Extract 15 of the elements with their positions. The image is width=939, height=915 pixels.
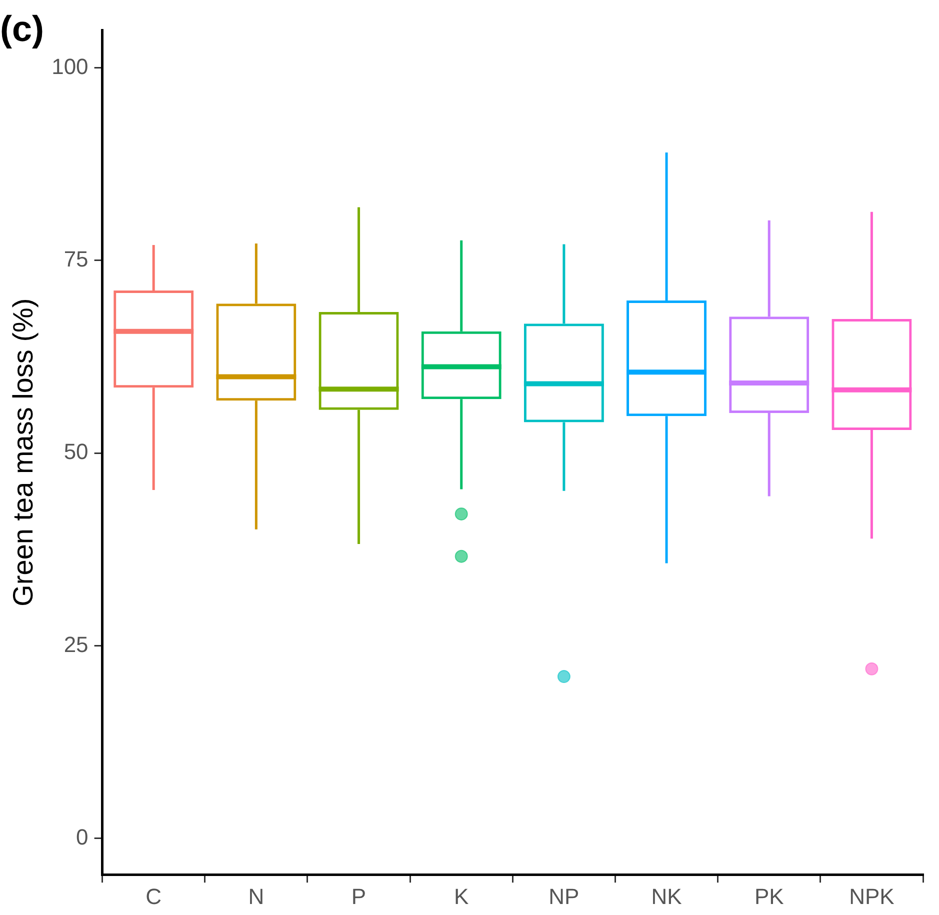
- y-tick-label: 50: [64, 439, 88, 464]
- x-tick-label: K: [454, 884, 470, 909]
- x-tick-label: NPK: [849, 884, 895, 909]
- y-tick-label: 75: [64, 246, 88, 272]
- x-tick-label: NP: [548, 884, 580, 909]
- y-tick-label: 25: [64, 632, 88, 657]
- y-axis-title: Green tea mass loss (%): [8, 298, 39, 606]
- x-tick-label: C: [146, 884, 162, 909]
- text: (c): [0, 8, 44, 50]
- x-tick-label: NK: [651, 884, 682, 909]
- y-tick-label: 0: [76, 824, 88, 850]
- y-tick-label: 100: [52, 54, 88, 79]
- x-tick-label: PK: [754, 884, 784, 909]
- x-tick-label: P: [351, 884, 366, 909]
- x-tick-label: N: [248, 884, 264, 909]
